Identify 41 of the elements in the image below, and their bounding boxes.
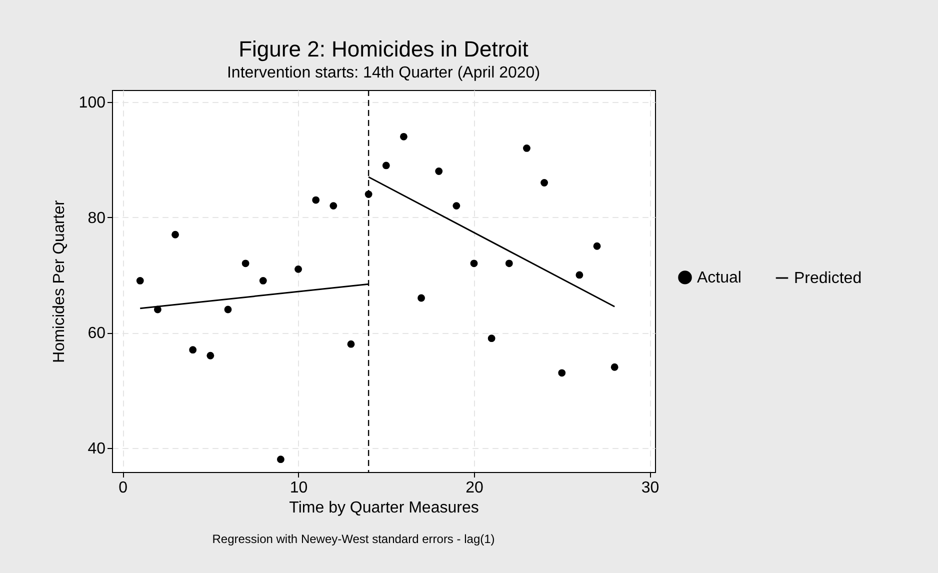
point xyxy=(224,306,232,314)
x-axis-title: Time by Quarter Measures xyxy=(289,500,479,516)
y-tick-label: 60 xyxy=(88,325,106,342)
y-axis-title: Homicides Per Quarter xyxy=(50,199,68,363)
y-tick-label: 80 xyxy=(88,210,106,227)
point xyxy=(136,277,144,284)
point xyxy=(294,265,302,273)
legend-label: Actual xyxy=(697,269,742,286)
y-tick-label: 100 xyxy=(78,94,106,112)
x-tick-label: 20 xyxy=(466,480,484,496)
point xyxy=(435,168,443,175)
x-tick-label: 30 xyxy=(641,480,660,496)
point xyxy=(259,277,267,284)
point xyxy=(242,260,250,268)
point xyxy=(558,369,566,377)
point xyxy=(382,162,390,170)
chart-subtitle: Intervention starts: 14th Quarter (April 2020) xyxy=(226,64,540,82)
x-tick-label: 0 xyxy=(118,480,128,496)
point xyxy=(610,363,618,371)
y-tick-label: 40 xyxy=(88,440,106,458)
chart-title: Figure 2: Homicides in Detroit xyxy=(238,36,528,62)
point xyxy=(206,352,214,360)
point xyxy=(330,202,338,210)
text: Regression with Newey-West standard errors - lag(1) xyxy=(212,532,495,546)
point xyxy=(523,144,530,152)
point xyxy=(540,179,548,186)
point xyxy=(189,346,197,354)
point xyxy=(470,260,478,268)
legend-label: Predicted xyxy=(794,270,862,287)
point xyxy=(576,271,584,279)
point xyxy=(488,334,496,342)
x-tick-label: 10 xyxy=(290,480,308,496)
point xyxy=(505,260,513,268)
point xyxy=(172,230,179,238)
point xyxy=(452,202,460,210)
point xyxy=(593,242,601,250)
point xyxy=(312,196,320,204)
point xyxy=(418,294,425,302)
point xyxy=(400,132,408,140)
point xyxy=(276,456,284,464)
point xyxy=(347,340,355,348)
